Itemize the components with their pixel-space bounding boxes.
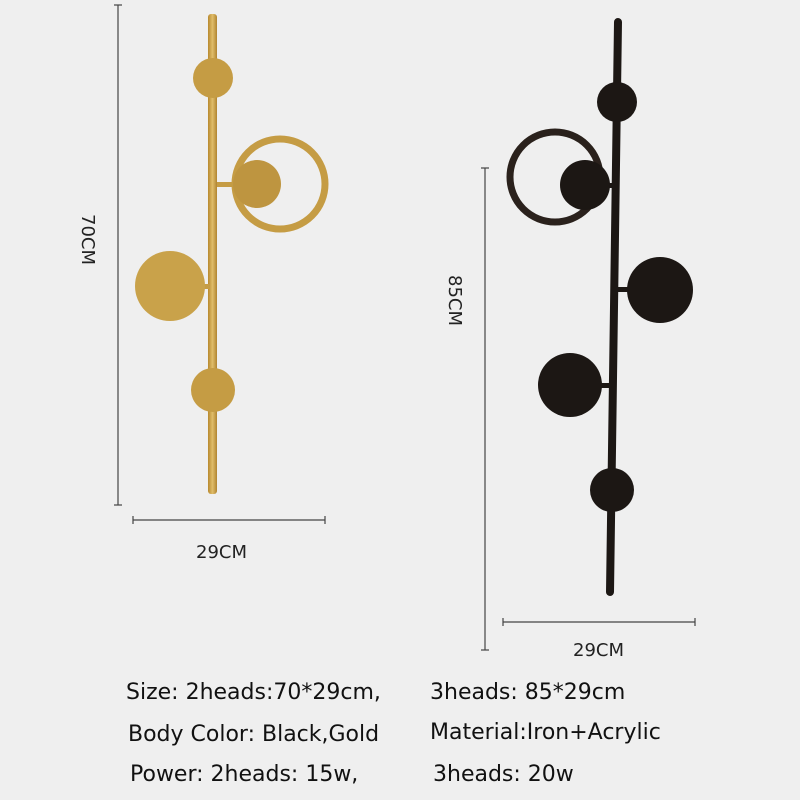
gold-width-label: 29CM: [196, 542, 248, 563]
black-height-label: 85CM: [444, 274, 466, 327]
spec-power-2heads: Power: 2heads: 15w,: [130, 762, 359, 787]
spec-size-2heads: Size: 2heads:70*29cm,: [126, 680, 381, 705]
black-lamp: [506, 18, 693, 596]
black-width-label: 29CM: [573, 640, 625, 661]
spec-material: Material:Iron+Acrylic: [430, 720, 661, 745]
spec-body-color: Body Color: Black,Gold: [128, 722, 380, 747]
spec-size-3heads: 3heads: 85*29cm: [430, 680, 626, 705]
gold-height-label: 70CM: [77, 213, 99, 266]
dimension-lines: [114, 4, 696, 651]
spec-power-3heads: 3heads: 20w: [433, 762, 574, 787]
gold-lamp: [135, 14, 329, 494]
